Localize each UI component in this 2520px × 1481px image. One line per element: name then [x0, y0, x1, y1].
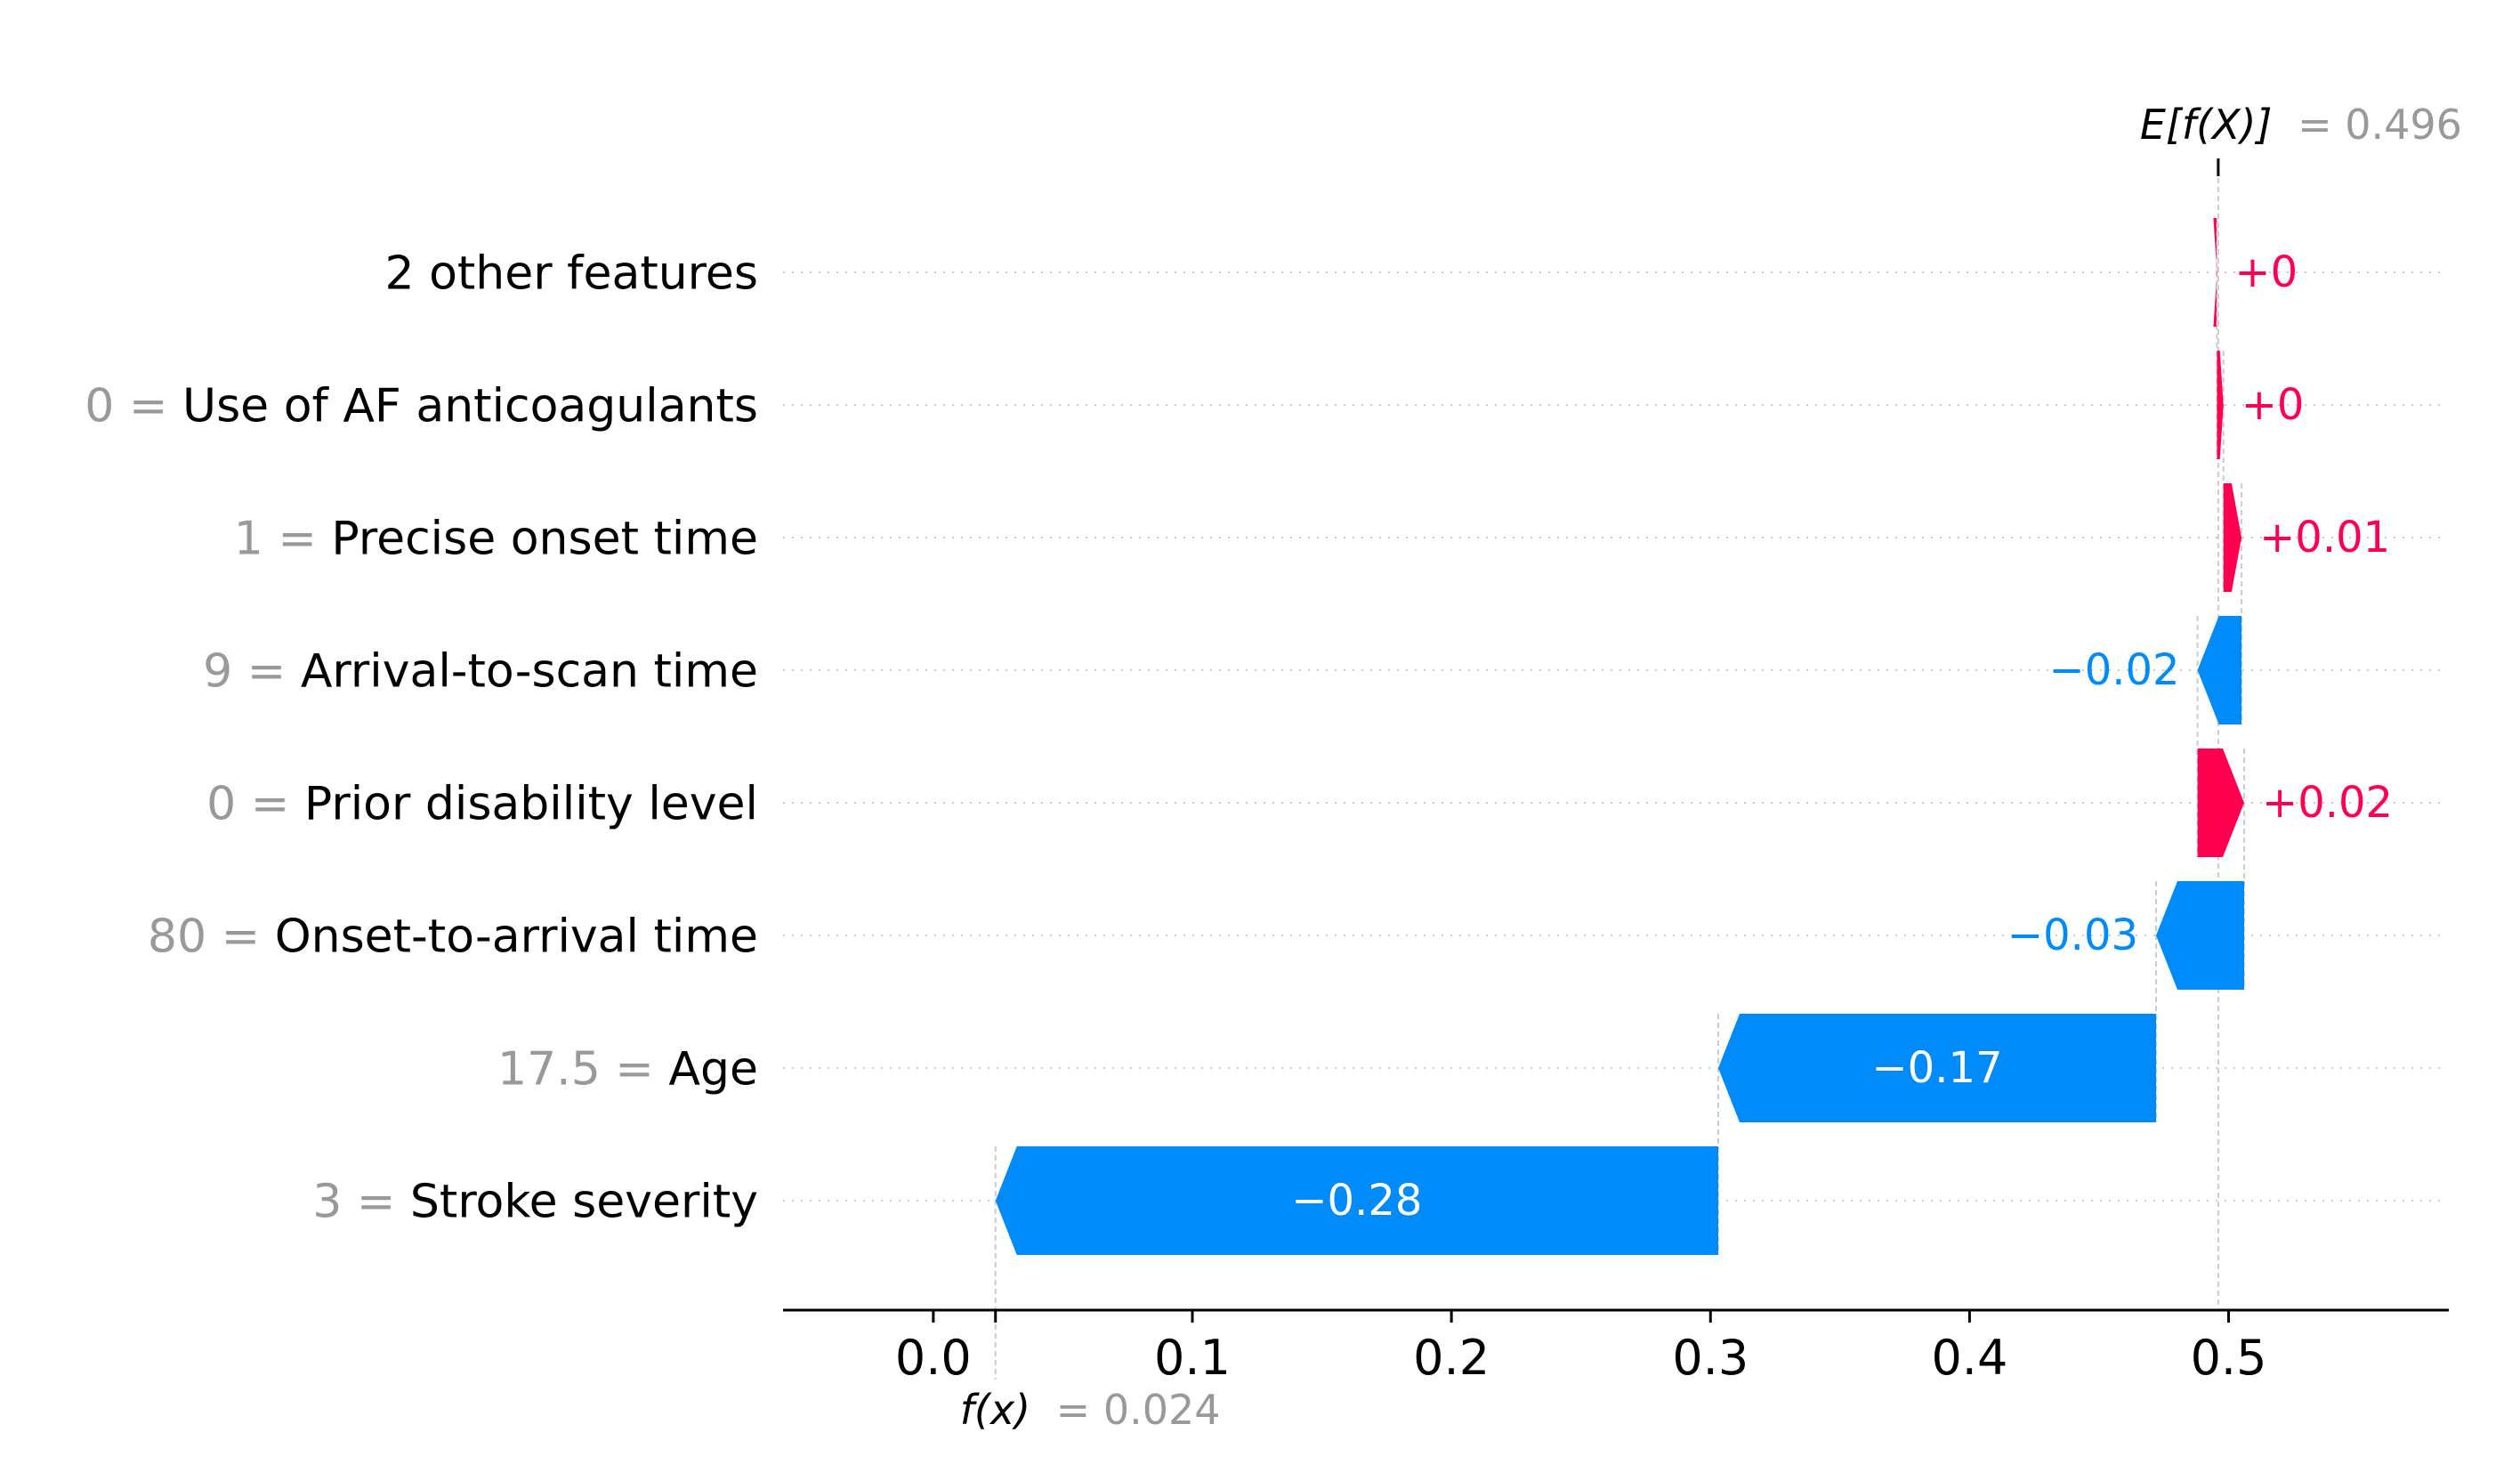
bars: [995, 218, 2245, 1255]
x-tick-label: 0.1: [1154, 1330, 1231, 1386]
feature-name: Stroke severity: [410, 1176, 758, 1229]
feature-value: 0 =: [206, 778, 304, 831]
expected-value-number: = 0.496: [2298, 101, 2462, 149]
bar-value-label: +0: [2234, 247, 2298, 297]
feature-value: 3 =: [312, 1176, 410, 1229]
feature-name: Use of AF anticoagulants: [182, 380, 758, 433]
feature-label: 2 other features: [384, 247, 758, 301]
x-tick-label: 0.4: [1931, 1330, 2007, 1386]
negative-bar: [995, 1146, 1718, 1255]
feature-value: 0 =: [85, 380, 182, 433]
bar-value-label: +0.02: [2262, 778, 2393, 828]
negative-bar: [2156, 881, 2245, 990]
feature-labels: 2 other features 0 = Use of AF anticoagul…: [85, 247, 758, 1229]
feature-label: 0 = Use of AF anticoagulants: [85, 380, 758, 433]
positive-bar: [2223, 483, 2242, 592]
bar-labels: +0 +0 +0.01 −0.02 +0.02 −0.03 −0.17 −0.28: [1291, 247, 2393, 1226]
bar-value-label: −0.28: [1291, 1176, 1422, 1226]
feature-label: 80 = Onset-to-arrival time: [148, 910, 758, 964]
positive-bar: [2217, 351, 2224, 459]
feature-name: Age: [668, 1043, 758, 1097]
feature-label: 1 = Precise onset time: [234, 513, 758, 566]
expected-value-label: E[f(X)] = 0.496: [2140, 101, 2462, 149]
feature-label: 9 = Arrival-to-scan time: [203, 645, 758, 699]
bar-value-label: −0.03: [2007, 910, 2138, 960]
negative-bar: [1717, 1014, 2157, 1122]
positive-bar: [2197, 749, 2245, 857]
feature-name: 2 other features: [384, 247, 758, 301]
expected-value-name: E[f(X)]: [2140, 101, 2273, 149]
feature-name: Arrival-to-scan time: [301, 645, 758, 699]
feature-name: Precise onset time: [331, 513, 758, 566]
expected-value-annotation: E[f(X)] = 0.496: [2140, 101, 2462, 176]
feature-value: 1 =: [234, 513, 332, 566]
feature-label: 17.5 = Age: [497, 1043, 758, 1097]
x-tick-label: 0.2: [1413, 1330, 1490, 1386]
x-tick-label: 0.5: [2191, 1330, 2267, 1386]
x-axis: 0.0 0.1 0.2 0.3 0.4 0.5: [783, 1308, 2449, 1386]
feature-value: 17.5 =: [497, 1043, 668, 1097]
output-value-label: f(x) = 0.024: [960, 1386, 1221, 1434]
bar-value-label: −0.17: [1871, 1043, 2002, 1093]
negative-bar: [2197, 616, 2242, 724]
bar-value-label: −0.02: [2049, 645, 2180, 695]
output-value-name: f(x): [960, 1386, 1030, 1434]
bar-value-label: +0.01: [2259, 513, 2390, 562]
feature-label: 3 = Stroke severity: [312, 1176, 758, 1229]
feature-value: 9 =: [203, 645, 301, 699]
output-value-annotation: f(x) = 0.024: [960, 1310, 1221, 1434]
x-tick-label: 0.3: [1672, 1330, 1749, 1386]
bar-value-label: +0: [2241, 380, 2305, 430]
feature-name: Onset-to-arrival time: [275, 910, 758, 964]
positive-bar: [2213, 218, 2217, 327]
feature-value: 80 =: [148, 910, 275, 964]
feature-label: 0 = Prior disability level: [206, 778, 758, 831]
output-value-number: = 0.024: [1056, 1386, 1221, 1434]
feature-name: Prior disability level: [304, 778, 758, 831]
x-tick-label: 0.0: [895, 1330, 972, 1386]
